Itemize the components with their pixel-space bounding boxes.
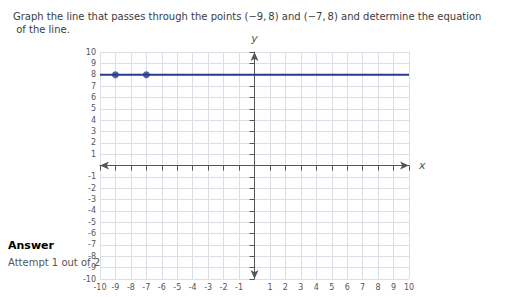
svg-text:-9: -9: [88, 263, 96, 272]
svg-text:-10: -10: [93, 283, 106, 292]
svg-text:Graph the line that passes thr: Graph the line that passes through the p…: [13, 11, 481, 22]
svg-text:Attempt 1 out of 2: Attempt 1 out of 2: [8, 257, 100, 268]
svg-text:2: 2: [91, 138, 96, 147]
svg-text:6: 6: [91, 93, 96, 102]
svg-text:-10: -10: [82, 274, 96, 284]
svg-text:-4: -4: [189, 283, 197, 292]
svg-text:4: 4: [314, 283, 319, 292]
svg-text:7: 7: [91, 82, 96, 91]
svg-text:7: 7: [360, 283, 365, 292]
svg-text:8: 8: [91, 70, 96, 79]
svg-text:-9: -9: [111, 283, 119, 292]
svg-text:y: y: [250, 32, 258, 45]
svg-text:x: x: [418, 159, 426, 172]
svg-text:-7: -7: [142, 283, 150, 292]
svg-text:4: 4: [91, 116, 96, 125]
svg-text:-3: -3: [204, 283, 212, 292]
svg-text:1: 1: [267, 283, 272, 292]
svg-text:-6: -6: [88, 229, 96, 238]
svg-text:-8: -8: [88, 252, 96, 261]
svg-text:10: 10: [404, 283, 414, 292]
svg-text:2: 2: [283, 283, 288, 292]
svg-text:5: 5: [91, 104, 96, 113]
svg-text:9: 9: [391, 283, 396, 292]
svg-text:-5: -5: [88, 218, 96, 227]
svg-text:3: 3: [91, 127, 96, 136]
svg-text:-5: -5: [173, 283, 181, 292]
svg-text:-4: -4: [88, 206, 96, 215]
svg-text:1: 1: [91, 150, 96, 159]
svg-text:-2: -2: [220, 283, 228, 292]
svg-text:9: 9: [91, 59, 96, 68]
svg-text:-6: -6: [158, 283, 166, 292]
svg-text:-3: -3: [88, 195, 96, 204]
svg-text:-7: -7: [88, 240, 96, 249]
svg-text:8: 8: [376, 283, 381, 292]
svg-text:-1: -1: [88, 172, 96, 181]
svg-text:6: 6: [345, 283, 350, 292]
svg-text:-1: -1: [235, 283, 243, 292]
svg-text:5: 5: [329, 283, 334, 292]
svg-text:Answer: Answer: [8, 239, 55, 252]
svg-text:of the line.: of the line.: [13, 24, 70, 35]
svg-text:-8: -8: [127, 283, 135, 292]
svg-text:3: 3: [298, 283, 303, 292]
svg-text:10: 10: [86, 48, 96, 57]
svg-text:-2: -2: [88, 184, 96, 193]
